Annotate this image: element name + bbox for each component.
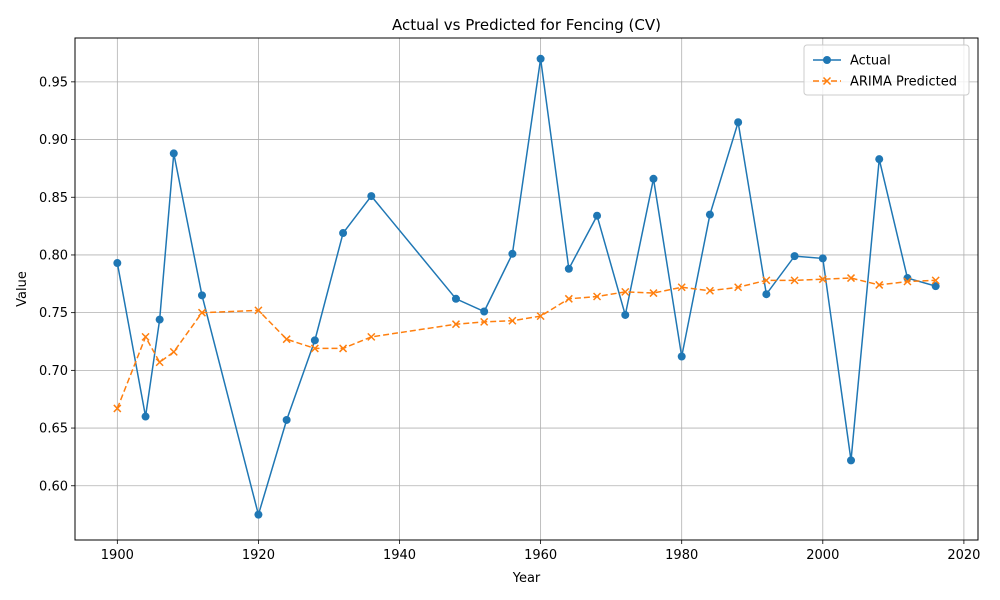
legend-marker [822, 76, 832, 86]
data-point [677, 283, 686, 292]
series-arima-predicted [113, 274, 940, 413]
data-point [931, 282, 940, 291]
data-point [254, 306, 263, 315]
data-point [451, 320, 460, 329]
y-axis-label: Value [15, 271, 30, 307]
data-point [310, 344, 319, 353]
legend: Actual ARIMA Predicted [803, 44, 970, 96]
data-point [282, 335, 291, 344]
data-point [141, 332, 150, 341]
legend-label: ARIMA Predicted [850, 75, 957, 90]
grid [75, 38, 978, 540]
data-point [705, 286, 714, 295]
series-layer [113, 54, 940, 519]
x-tick-label: 1940 [383, 548, 416, 563]
data-point [564, 264, 573, 273]
data-point [310, 336, 319, 345]
data-point [536, 54, 545, 63]
series-line [116, 277, 936, 409]
x-tick-label: 2020 [947, 548, 980, 563]
data-point [339, 344, 348, 353]
data-point [762, 290, 771, 299]
data-point [367, 192, 376, 201]
data-point [169, 149, 178, 158]
data-point [705, 210, 714, 219]
data-point [649, 289, 658, 298]
data-point [875, 155, 884, 164]
data-point [155, 358, 164, 367]
data-point [536, 312, 545, 321]
data-point [254, 510, 263, 519]
data-point [480, 317, 489, 326]
x-tick-label: 1920 [242, 548, 275, 563]
y-tick-label: 0.70 [39, 364, 68, 379]
y-tick-label: 0.80 [39, 248, 68, 263]
y-tick-label: 0.65 [39, 422, 68, 437]
data-point [790, 252, 799, 261]
data-point [818, 275, 827, 284]
data-point [931, 276, 940, 285]
data-point [367, 332, 376, 341]
x-tick-label: 1960 [524, 548, 557, 563]
data-point [846, 274, 856, 283]
data-point [197, 291, 206, 300]
data-point [790, 276, 799, 285]
data-point [141, 412, 150, 421]
data-point [197, 308, 207, 317]
data-point [818, 254, 827, 263]
data-point [649, 174, 658, 183]
legend-marker [823, 56, 831, 64]
x-axis: 1900 1920 1940 1960 1980 2000 2020 [101, 540, 980, 563]
data-point [875, 280, 884, 289]
y-tick-label: 0.85 [39, 191, 68, 206]
data-point [113, 404, 122, 413]
y-tick-label: 0.60 [39, 479, 68, 494]
x-tick-label: 2000 [806, 548, 839, 563]
data-point [677, 352, 686, 361]
data-point [621, 310, 630, 319]
plot-frame [74, 37, 979, 541]
data-point [621, 287, 630, 296]
data-point [734, 118, 743, 127]
data-point [480, 307, 489, 316]
series-line [116, 58, 936, 518]
x-tick-label: 1900 [101, 548, 134, 563]
data-point [155, 315, 164, 324]
y-axis: 0.60 0.65 0.70 0.75 0.80 0.85 0.90 0.95 [39, 75, 75, 494]
data-point [508, 316, 517, 325]
data-point [593, 292, 602, 301]
data-point [169, 347, 178, 356]
data-point [762, 276, 771, 285]
data-point [593, 211, 602, 220]
x-axis-label: Year [512, 571, 541, 586]
legend-box [803, 44, 970, 96]
data-point [508, 249, 517, 258]
data-point [113, 259, 122, 268]
data-point [847, 456, 856, 465]
data-point [564, 294, 573, 303]
legend-entry: ARIMA Predicted [813, 75, 957, 90]
legend-entry: Actual [813, 54, 891, 69]
legend-label: Actual [850, 54, 891, 69]
chart-title: Actual vs Predicted for Fencing (CV) [392, 16, 661, 34]
data-point [451, 294, 460, 303]
data-point [734, 283, 743, 292]
x-tick-label: 1980 [665, 548, 698, 563]
data-point [282, 415, 291, 424]
y-tick-label: 0.95 [39, 75, 68, 90]
series-actual [113, 54, 940, 519]
data-point [339, 229, 348, 238]
y-tick-label: 0.75 [39, 306, 68, 321]
y-tick-label: 0.90 [39, 133, 68, 148]
data-point [903, 277, 912, 286]
